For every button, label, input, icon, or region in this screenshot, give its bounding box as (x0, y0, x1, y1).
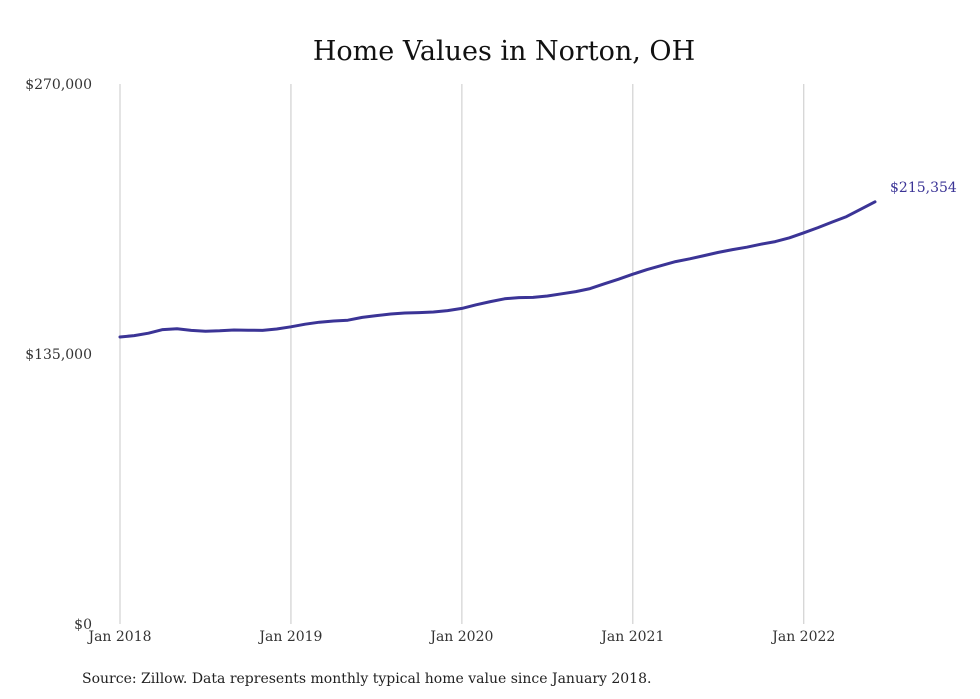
x-tick-label: Jan 2020 (428, 629, 493, 645)
source-note: Source: Zillow. Data represents monthly … (82, 671, 651, 687)
series (118, 200, 877, 339)
last-value-label: $215,354 (890, 180, 957, 196)
x-axis: Jan 2018 Jan 2019 Jan 2020 Jan 2021 Jan 2022 (86, 629, 835, 645)
y-tick-label: $0 (74, 617, 92, 633)
x-tick-label: Jan 2018 (86, 629, 151, 645)
gridlines (119, 84, 805, 624)
y-tick-label: $270,000 (25, 77, 92, 93)
x-tick-label: Jan 2022 (770, 629, 835, 645)
y-axis: $0 $135,000 $270,000 (25, 77, 92, 633)
x-tick-label: Jan 2021 (599, 629, 664, 645)
chart-title: Home Values in Norton, OH (313, 36, 695, 67)
x-tick-label: Jan 2019 (257, 629, 322, 645)
series-line (118, 200, 877, 339)
y-tick-label: $135,000 (25, 347, 92, 363)
